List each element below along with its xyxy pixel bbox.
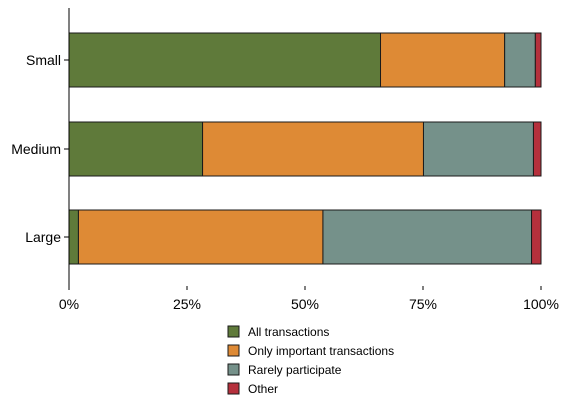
legend-label: All transactions (248, 325, 329, 339)
bar-large-series-1 (77, 209, 324, 265)
legend: All transactions Only important transacti… (227, 325, 394, 396)
x-tick-label: 100% (523, 296, 559, 312)
y-tick-label-medium: Medium (11, 141, 61, 157)
legend-label: Rarely participate (248, 363, 342, 377)
legend-swatch (227, 325, 240, 338)
bar-small-series-0 (68, 32, 382, 88)
legend-label: Only important transactions (248, 344, 394, 358)
x-tick-label: 0% (59, 296, 79, 312)
bar-medium-series-1 (202, 121, 424, 177)
bar-medium-series-3 (532, 121, 542, 177)
x-tick-label: 25% (173, 296, 201, 312)
x-tick-label: 75% (409, 296, 437, 312)
x-tick-label: 50% (291, 296, 319, 312)
bar-large-series-2 (322, 209, 533, 265)
legend-swatch (227, 363, 240, 376)
bar-large-series-0 (68, 209, 79, 265)
legend-swatch (227, 344, 240, 357)
x-axis-ticks: 0% 25% 50% 75% 100% (59, 286, 559, 312)
bar-small-series-2 (504, 32, 536, 88)
legend-label: Other (248, 382, 278, 396)
legend-swatch (227, 382, 240, 395)
y-axis-ticks: Small Medium Large (11, 52, 69, 245)
bar-medium-series-0 (68, 121, 204, 177)
bar-medium-series-2 (422, 121, 534, 177)
bar-small-series-1 (380, 32, 506, 88)
y-tick-label-small: Small (26, 52, 61, 68)
bar-large-series-3 (531, 209, 542, 265)
bars-group (68, 32, 542, 265)
y-tick-label-large: Large (25, 229, 61, 245)
bar-small-series-3 (534, 32, 542, 88)
